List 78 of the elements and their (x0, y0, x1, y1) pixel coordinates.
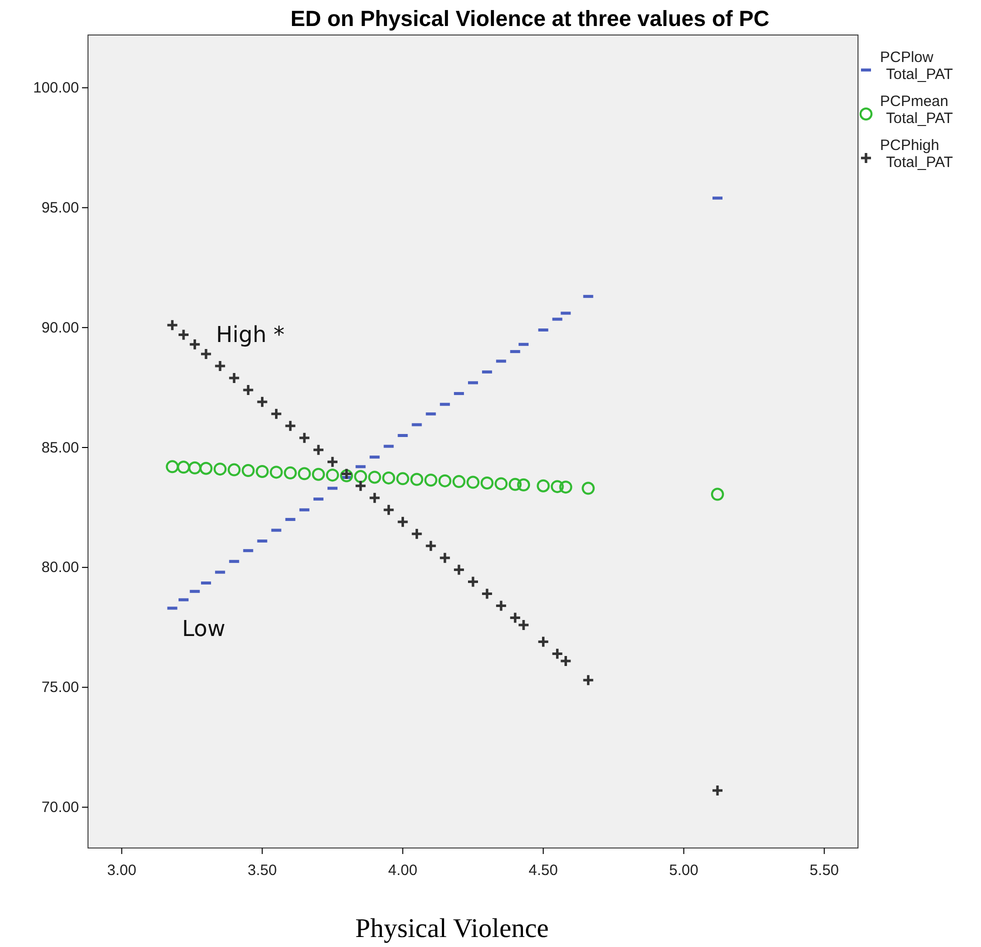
legend-label: PCPlow Total_PAT (880, 49, 953, 83)
point (200, 348, 212, 360)
point (166, 318, 179, 332)
point (517, 478, 530, 492)
point (312, 444, 325, 456)
annotation: High * (216, 323, 285, 348)
point (480, 588, 494, 600)
point (298, 467, 311, 480)
x-tick-label: 3.00 (107, 862, 136, 879)
point (228, 372, 240, 384)
point (298, 432, 311, 444)
point (582, 482, 595, 495)
point (424, 474, 438, 487)
point (256, 396, 268, 408)
y-tick-label: 75.00 (41, 679, 79, 696)
x-axis-title: Physical Violence (355, 913, 549, 943)
point (354, 470, 368, 484)
point (396, 516, 409, 528)
point (711, 784, 724, 797)
point (177, 328, 190, 342)
point (326, 456, 339, 468)
point (494, 477, 508, 490)
point (550, 480, 564, 494)
annotation: Low (182, 617, 226, 642)
point (242, 384, 254, 396)
x-tick-label: 5.50 (810, 862, 839, 879)
point (494, 600, 508, 612)
y-tick-label: 70.00 (41, 799, 79, 816)
y-tick-label: 85.00 (41, 439, 79, 456)
point (710, 488, 724, 501)
point (312, 468, 325, 481)
x-tick-label: 4.50 (528, 862, 558, 879)
point (438, 474, 452, 488)
point (536, 479, 550, 492)
point (410, 472, 424, 486)
chart-title: ED on Physical Violence at three values of PC (290, 6, 770, 31)
point (396, 472, 410, 486)
point (410, 528, 424, 540)
point (188, 338, 202, 351)
point (368, 470, 382, 484)
x-tick-label: 4.00 (388, 862, 418, 879)
point (382, 504, 395, 516)
point (508, 478, 522, 491)
point (452, 564, 466, 576)
point (354, 480, 367, 492)
point (466, 576, 480, 588)
point (284, 466, 297, 480)
y-tick-label: 90.00 (41, 319, 79, 336)
point (537, 636, 550, 648)
point (242, 464, 255, 478)
y-tick-label: 100.00 (33, 80, 79, 97)
point (466, 476, 480, 489)
point (480, 476, 494, 490)
point (368, 492, 381, 504)
point (188, 461, 202, 474)
point (228, 463, 241, 476)
point (177, 460, 190, 474)
legend-label: PCPhigh Total_PAT (880, 137, 953, 171)
point (382, 471, 396, 484)
y-tick-label: 80.00 (41, 559, 79, 576)
point (166, 460, 179, 474)
point (424, 540, 438, 552)
point (270, 466, 283, 479)
point (452, 475, 466, 488)
point (438, 552, 452, 564)
point (214, 360, 226, 372)
point (284, 420, 297, 432)
point (326, 468, 339, 482)
y-tick-label: 95.00 (41, 199, 79, 216)
point (200, 462, 213, 475)
legend-label: PCPmean Total_PAT (880, 93, 953, 127)
point (270, 408, 283, 420)
point (582, 674, 594, 686)
point (214, 462, 227, 476)
point (559, 480, 572, 494)
x-tick-label: 5.00 (669, 862, 698, 879)
point (256, 464, 269, 478)
x-tick-label: 3.50 (248, 862, 277, 879)
